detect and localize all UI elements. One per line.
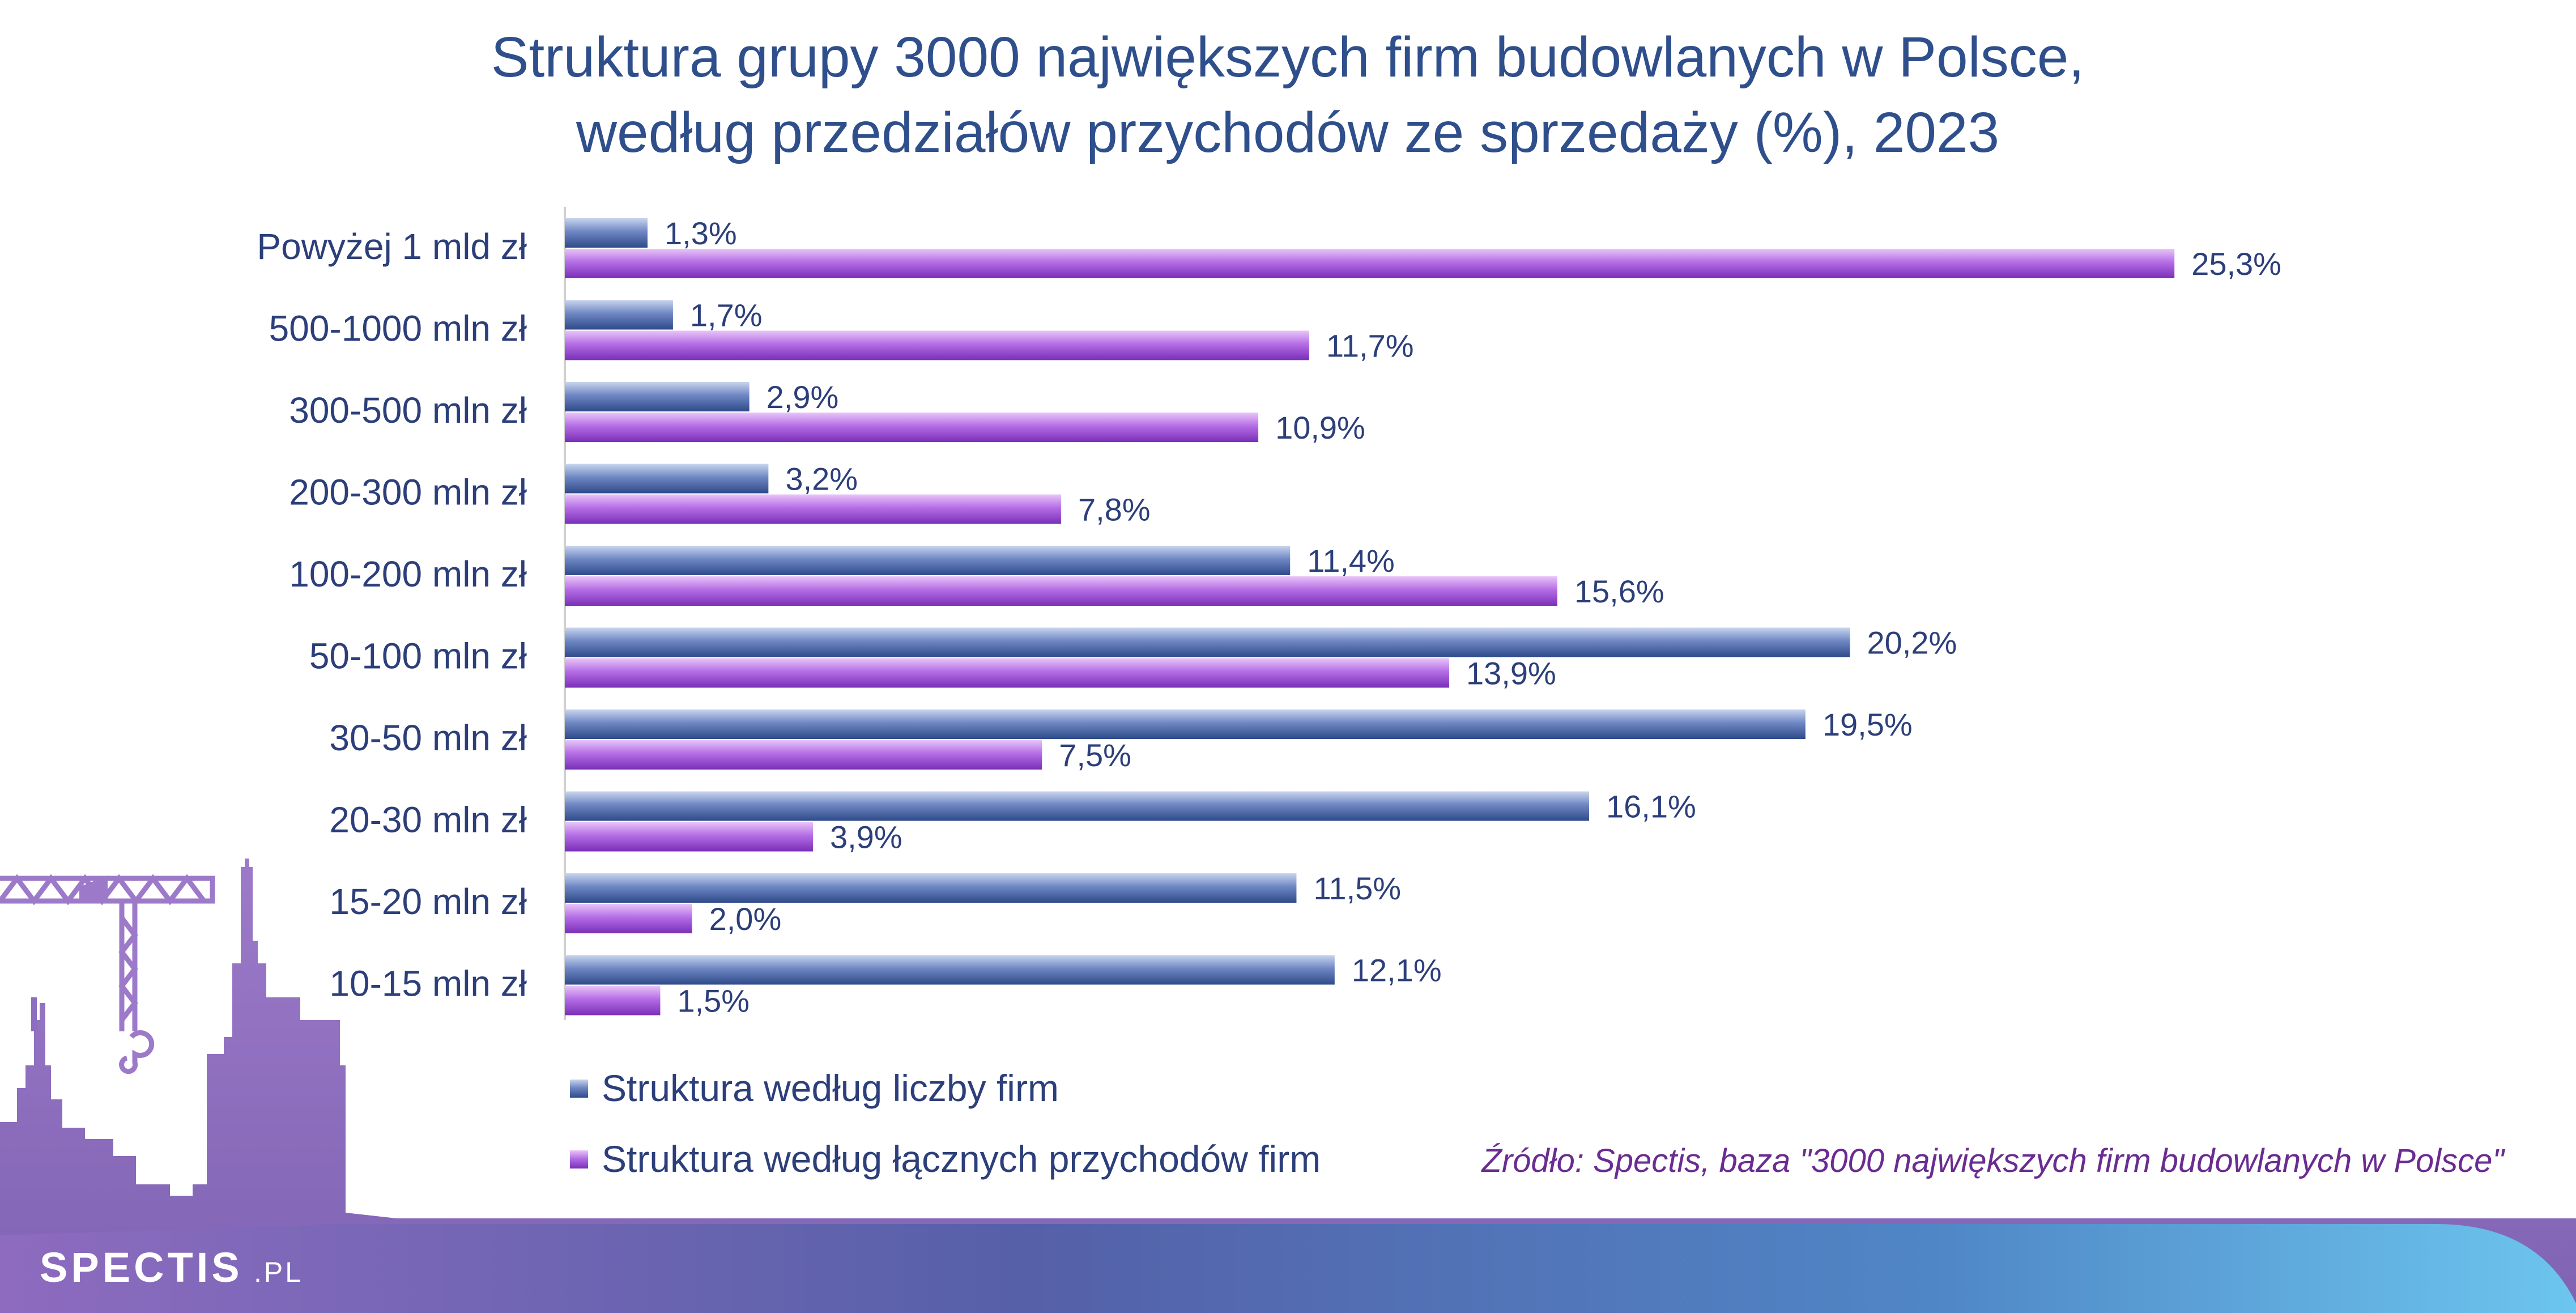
spectis-logo-text: SPECTIS — [40, 1244, 243, 1291]
category-label: 300-500 mln zł — [289, 390, 527, 431]
data-label-revenue: 2,0% — [709, 901, 782, 937]
category-label: 100-200 mln zł — [289, 554, 527, 594]
data-label-revenue: 7,8% — [1078, 492, 1151, 528]
data-label-revenue: 1,5% — [677, 983, 750, 1019]
spectis-logo-suffix: .PL — [254, 1256, 303, 1288]
footer-band — [0, 1224, 2576, 1313]
category-label: 200-300 mln zł — [289, 472, 527, 513]
data-label-firm-count: 11,4% — [1307, 543, 1395, 579]
data-label-revenue: 25,3% — [2191, 246, 2281, 282]
chart-title: Struktura grupy 3000 największych firm b… — [491, 26, 2084, 89]
data-label-revenue: 3,9% — [830, 819, 902, 855]
category-label: 10-15 mln zł — [329, 963, 527, 1004]
bar-revenue — [565, 249, 2175, 278]
data-label-revenue: 11,7% — [1326, 328, 1414, 364]
data-label-firm-count: 12,1% — [1352, 953, 1442, 988]
data-label-firm-count: 1,7% — [690, 298, 763, 333]
data-label-revenue: 10,9% — [1275, 410, 1365, 445]
bar-firm-count — [565, 300, 673, 330]
bar-firm-count — [565, 627, 1850, 657]
data-label-firm-count: 2,9% — [767, 379, 839, 415]
bar-revenue — [565, 576, 1557, 606]
bar-firm-count — [565, 873, 1297, 903]
source-note: Źródło: Spectis, baza "3000 największych… — [1480, 1142, 2505, 1179]
chart-subtitle: według przedziałów przychodów ze sprzeda… — [576, 101, 1999, 164]
bar-revenue — [565, 985, 661, 1015]
data-label-firm-count: 20,2% — [1867, 625, 1957, 661]
category-label: 30-50 mln zł — [329, 717, 527, 758]
legend-swatch-firm-count — [570, 1080, 588, 1098]
data-label-firm-count: 11,5% — [1313, 870, 1401, 906]
data-label-revenue: 7,5% — [1059, 737, 1131, 773]
bars-layer: 1,3% 25,3% 1,7% 11,7% 2,9% 10,9% 3,2% 7,8% 11,4%… — [565, 215, 2281, 1019]
data-label-firm-count: 16,1% — [1606, 789, 1696, 825]
legend-swatch-revenue — [570, 1150, 588, 1168]
bar-revenue — [565, 740, 1042, 770]
data-label-revenue: 15,6% — [1574, 573, 1664, 609]
category-labels: Powyżej 1 mld zł 500-1000 mln zł 300-500 m… — [257, 226, 527, 1004]
legend: Struktura według liczby firm Struktura w… — [570, 1067, 1321, 1180]
bar-firm-count — [565, 382, 750, 411]
category-label: Powyżej 1 mld zł — [257, 226, 527, 267]
bar-firm-count — [565, 218, 648, 248]
bar-firm-count — [565, 955, 1335, 985]
category-label: 50-100 mln zł — [309, 636, 527, 677]
category-label: 20-30 mln zł — [329, 800, 527, 840]
category-label: 500-1000 mln zł — [269, 308, 527, 349]
bar-firm-count — [565, 791, 1590, 821]
bar-revenue — [565, 904, 692, 933]
bar-revenue — [565, 413, 1259, 442]
bar-firm-count — [565, 464, 769, 494]
data-label-revenue: 13,9% — [1466, 656, 1556, 691]
data-label-firm-count: 3,2% — [785, 461, 858, 497]
spectis-logo: SPECTIS .PL — [40, 1244, 303, 1291]
bar-revenue — [565, 658, 1449, 688]
bar-firm-count — [565, 546, 1291, 575]
bar-revenue — [565, 494, 1061, 524]
bar-revenue — [565, 822, 813, 852]
category-label: 15-20 mln zł — [329, 881, 527, 922]
legend-label-revenue: Struktura według łącznych przychodów fir… — [602, 1138, 1321, 1180]
bar-revenue — [565, 330, 1309, 360]
legend-label-firm-count: Struktura według liczby firm — [602, 1067, 1059, 1109]
bar-firm-count — [565, 709, 1806, 739]
data-label-firm-count: 1,3% — [665, 215, 737, 251]
data-label-firm-count: 19,5% — [1823, 707, 1913, 742]
